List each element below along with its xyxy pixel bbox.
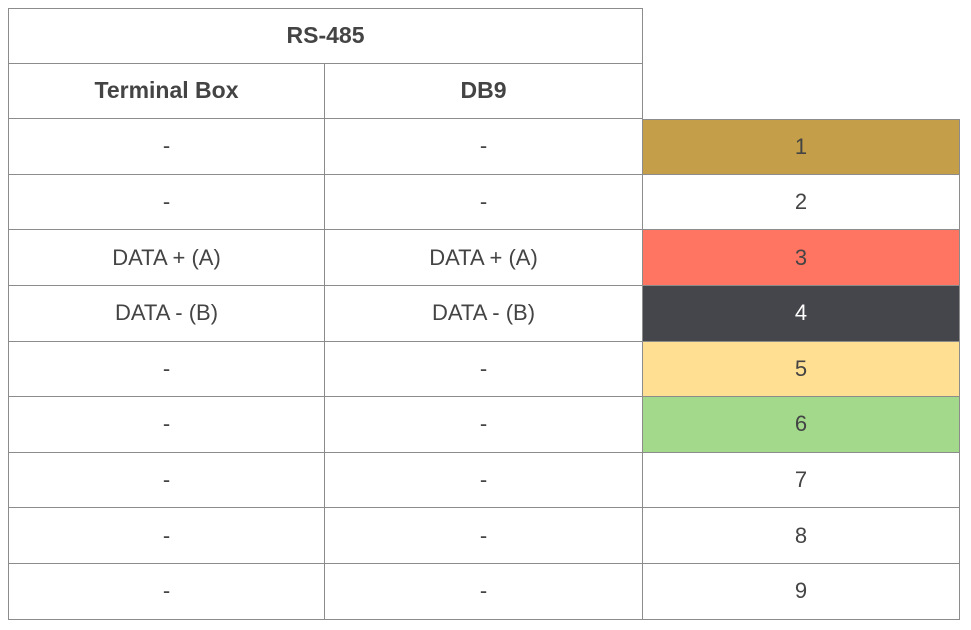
header-db9: DB9: [325, 63, 643, 120]
header-terminal-box: Terminal Box: [8, 63, 325, 120]
db9-cell: DATA - (B): [325, 285, 643, 342]
terminal-box-cell: -: [8, 508, 325, 564]
pin-number-cell: 8: [643, 508, 960, 564]
terminal-box-cell: -: [8, 452, 325, 509]
terminal-box-cell: -: [8, 174, 325, 231]
terminal-box-cell: DATA - (B): [8, 285, 325, 342]
pin-number-cell: 9: [643, 563, 960, 620]
pin-number-cell: 5: [643, 341, 960, 398]
rs485-pinout-table: RS-485 Terminal Box DB9 - -1- -2 DATA + (A)…: [8, 8, 960, 620]
db9-cell: -: [325, 341, 643, 398]
pin-number-cell: 1: [643, 119, 960, 175]
pin-number-cell: 7: [643, 452, 960, 509]
db9-cell: -: [325, 508, 643, 564]
db9-cell: -: [325, 174, 643, 231]
terminal-box-cell: -: [8, 397, 325, 453]
terminal-box-cell: -: [8, 119, 325, 175]
pin-number-cell: 2: [643, 174, 960, 231]
terminal-box-cell: DATA + (A): [8, 230, 325, 286]
terminal-box-cell: -: [8, 563, 325, 620]
db9-cell: -: [325, 119, 643, 175]
db9-cell: -: [325, 397, 643, 453]
blank-header-area: [643, 8, 960, 120]
terminal-box-cell: -: [8, 341, 325, 398]
db9-cell: -: [325, 563, 643, 620]
pin-number-cell: 6: [643, 397, 960, 453]
table-title: RS-485: [8, 8, 643, 64]
db9-cell: DATA + (A): [325, 230, 643, 286]
db9-cell: -: [325, 452, 643, 509]
pin-number-cell: 3: [643, 230, 960, 286]
pin-number-cell: 4: [643, 285, 960, 342]
